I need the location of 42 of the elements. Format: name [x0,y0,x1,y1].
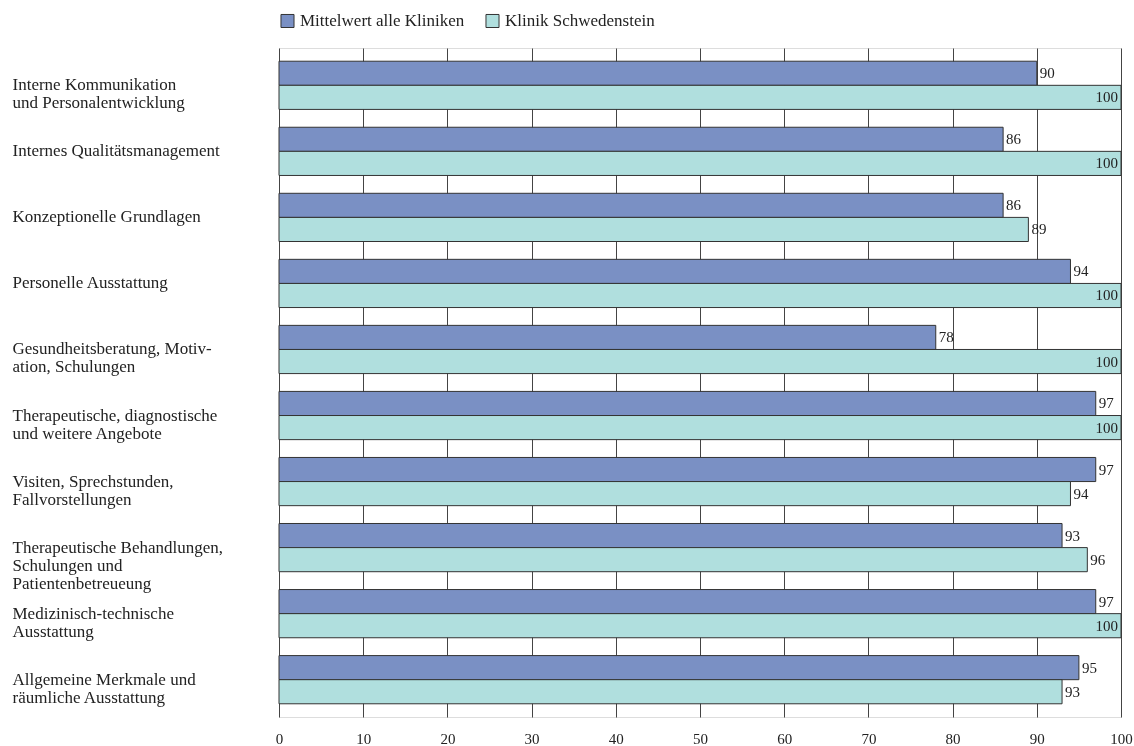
x-tick-label: 40 [608,730,624,746]
x-tick-label: 10 [356,730,372,746]
y-tick-label: Allgemeine Merkmale und räumliche Ausstattung [12,669,197,707]
data-label: 94 [1073,485,1089,502]
x-tick-label: 100 [1110,730,1133,746]
x-tick-label: 20 [440,730,456,746]
data-label: 93 [1065,527,1081,544]
data-label: 97 [1098,593,1115,610]
data-label: 97 [1098,461,1115,478]
y-tick-label: Internes Qualitätsmanagement [12,141,221,161]
data-label: 90 [1039,65,1055,82]
x-tick-label: 0 [275,730,284,746]
data-label: 100 [1095,89,1118,106]
y-tick-label: Visiten, Sprechstunden, Fallvorstellungen [12,471,174,509]
y-tick-label: Konzeptionelle Grundlagen [12,207,202,227]
data-label: 96 [1090,551,1106,568]
x-tick-label: 70 [861,730,877,746]
data-label: 100 [1095,287,1118,304]
x-tick-label: 80 [945,730,961,746]
data-label: 100 [1095,617,1118,634]
x-tick-label: 50 [693,730,708,746]
y-tick-label: Therapeutische, diagnostische und weitere Angebote [12,405,218,443]
data-label: 78 [938,329,954,346]
legend-label: Mittelwert alle Kliniken [300,10,465,30]
y-tick-label: Therapeutische Behandlungen, Schulungen und Patientenbetreueung [12,537,224,593]
x-tick-label: 30 [524,730,540,746]
data-label: 100 [1095,419,1118,436]
y-tick-label: Interne Kommunikation und Personalentwicklung [12,75,186,113]
data-label: 93 [1065,683,1081,700]
data-label: 86 [1006,197,1022,214]
legend-label: Klinik Schwedenstein [505,10,656,30]
data-label: 97 [1098,395,1115,412]
data-label: 94 [1073,263,1089,280]
y-tick-label: Personelle Ausstattung [12,273,169,293]
y-tick-label: Medizinisch-technische Ausstattung [12,603,174,641]
y-tick-label: Gesundheitsberatung, Motiv- ation, Schulungen [12,339,213,377]
data-label: 86 [1006,131,1022,148]
data-label: 100 [1095,353,1118,370]
data-label: 95 [1081,659,1097,676]
x-tick-label: 90 [1029,730,1045,746]
data-label: 100 [1095,155,1118,172]
x-tick-label: 60 [777,730,793,746]
